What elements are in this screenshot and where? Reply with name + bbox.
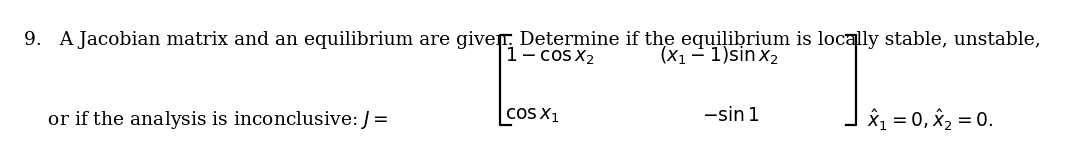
Text: $(x_1 - 1)\sin x_2$: $(x_1 - 1)\sin x_2$ (659, 45, 779, 67)
Text: $1 - \cos x_2$: $1 - \cos x_2$ (505, 45, 595, 67)
Text: $-\sin 1$: $-\sin 1$ (702, 106, 759, 125)
Text: $\hat{x}_1 = 0, \hat{x}_2 = 0.$: $\hat{x}_1 = 0, \hat{x}_2 = 0.$ (867, 107, 994, 133)
Text: 9.   A Jacobian matrix and an equilibrium are given. Determine if the equilibriu: 9. A Jacobian matrix and an equilibrium … (24, 31, 1040, 49)
Text: or if the analysis is inconclusive: $J = $: or if the analysis is inconclusive: $J =… (24, 109, 388, 131)
Text: $\cos x_1$: $\cos x_1$ (505, 106, 561, 125)
